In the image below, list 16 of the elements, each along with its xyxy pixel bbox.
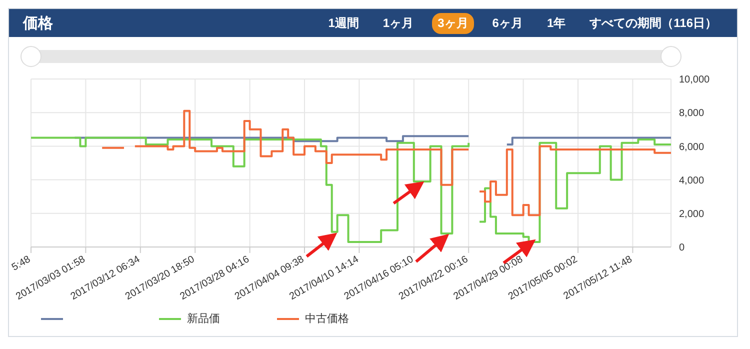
legend-label: 中古価格 bbox=[305, 312, 349, 326]
y-tick-label: 6,000 bbox=[679, 142, 704, 153]
text: 1年 bbox=[546, 14, 567, 32]
text: 1週間 bbox=[327, 14, 360, 32]
x-tick-label: 5:48 bbox=[10, 254, 33, 274]
y-tick-label: 10,000 bbox=[679, 74, 710, 86]
legend-label: 新品価 bbox=[187, 312, 220, 326]
text: 3ヶ月 bbox=[432, 12, 474, 34]
text: 6ヶ月 bbox=[491, 14, 524, 32]
text: すべての期間（116日） bbox=[588, 14, 718, 32]
text: 1ヶ月 bbox=[382, 14, 415, 32]
y-tick-label: 0 bbox=[679, 242, 685, 254]
y-tick-label: 2,000 bbox=[679, 208, 704, 220]
chart-title: 価格 bbox=[23, 14, 54, 32]
y-tick-label: 4,000 bbox=[679, 175, 704, 186]
y-tick-label: 8,000 bbox=[679, 108, 704, 120]
